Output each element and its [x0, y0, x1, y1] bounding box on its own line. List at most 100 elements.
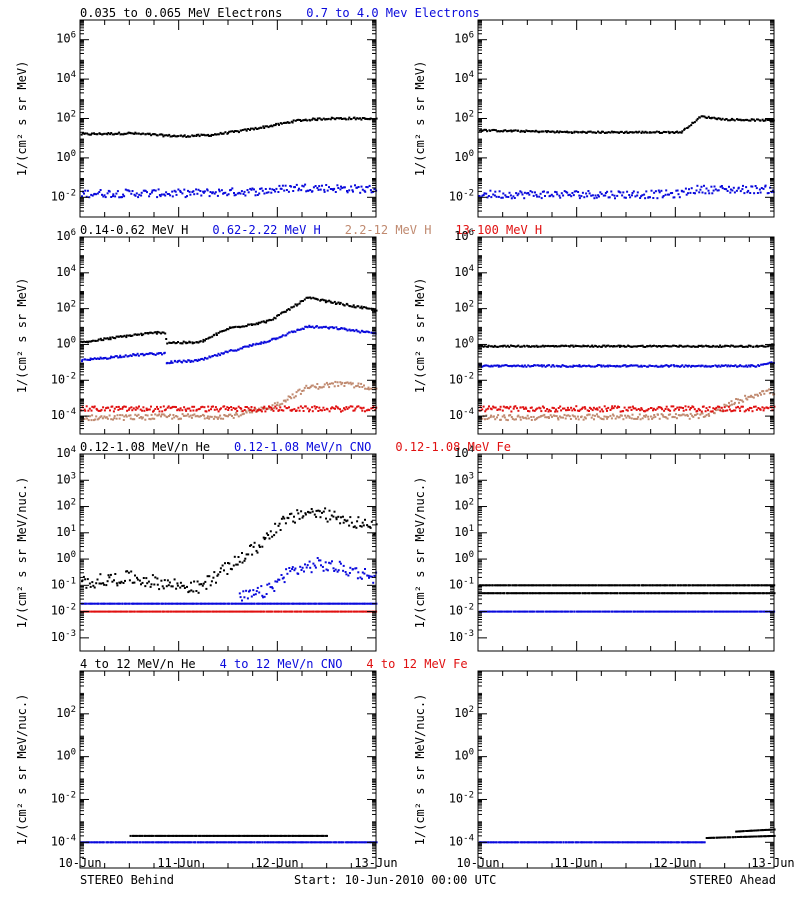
- data-point: [704, 192, 707, 195]
- data-point: [341, 610, 344, 613]
- data-point: [134, 574, 136, 577]
- data-point: [331, 406, 334, 409]
- data-point: [224, 191, 227, 194]
- data-point: [148, 132, 151, 135]
- data-point: [333, 602, 336, 605]
- data-point: [525, 610, 528, 613]
- data-point: [762, 592, 765, 595]
- data-point: [92, 358, 95, 361]
- data-point: [660, 189, 663, 192]
- data-point: [105, 132, 108, 135]
- data-point: [539, 407, 542, 410]
- data-point: [183, 587, 186, 589]
- data-point: [578, 345, 581, 348]
- data-point: [735, 398, 738, 400]
- data-point: [241, 129, 244, 131]
- data-point: [527, 364, 530, 367]
- data-point: [580, 415, 583, 418]
- data-point: [723, 406, 726, 409]
- data-point: [710, 185, 713, 188]
- data-point: [249, 187, 252, 190]
- data-point: [731, 409, 734, 412]
- data-point: [573, 415, 576, 418]
- data-point: [540, 410, 543, 413]
- data-point: [692, 192, 695, 194]
- data-point: [655, 130, 658, 133]
- data-point: [559, 592, 562, 595]
- data-point: [318, 326, 321, 329]
- data-point: [308, 610, 310, 613]
- data-point: [738, 345, 741, 348]
- data-point: [134, 131, 137, 134]
- data-point: [700, 592, 703, 595]
- legend-entry: 0.14-0.62 MeV H: [80, 223, 188, 237]
- data-point: [287, 517, 290, 520]
- data-point: [540, 345, 543, 348]
- data-point: [485, 408, 488, 411]
- data-point: [539, 592, 542, 595]
- data-point: [215, 416, 218, 419]
- data-point: [169, 361, 172, 364]
- data-point: [176, 584, 179, 587]
- data-point: [89, 340, 92, 343]
- data-point: [506, 419, 509, 422]
- data-point: [609, 592, 612, 595]
- data-point: [173, 134, 176, 137]
- data-point: [114, 355, 117, 358]
- data-point: [580, 195, 583, 198]
- data-point: [289, 570, 292, 573]
- data-point: [130, 610, 132, 613]
- data-point: [175, 610, 178, 613]
- data-point: [273, 189, 275, 191]
- y-tick-exponent: 2: [71, 498, 76, 508]
- data-point: [291, 121, 294, 124]
- data-point: [176, 582, 179, 585]
- data-point: [345, 602, 348, 605]
- data-point: [104, 196, 107, 199]
- data-point: [98, 582, 101, 585]
- data-point: [509, 584, 512, 587]
- data-point: [128, 407, 131, 410]
- data-point: [144, 133, 147, 136]
- data-point: [162, 413, 165, 416]
- data-point: [708, 414, 711, 417]
- data-point: [763, 407, 766, 410]
- data-point: [246, 189, 249, 191]
- data-point: [354, 184, 356, 187]
- data-point: [302, 300, 304, 302]
- data-point: [159, 195, 162, 198]
- data-point: [577, 131, 580, 134]
- data-point: [234, 193, 237, 196]
- data-point: [324, 325, 327, 328]
- data-point: [478, 345, 481, 348]
- data-point: [111, 133, 114, 136]
- data-point: [487, 345, 489, 348]
- data-point: [224, 610, 227, 613]
- data-point: [727, 119, 730, 122]
- data-point: [280, 409, 283, 412]
- data-point: [370, 407, 373, 410]
- data-point: [626, 584, 629, 587]
- data-point: [166, 406, 169, 409]
- data-point: [121, 196, 123, 199]
- data-point: [353, 330, 356, 333]
- data-point: [345, 406, 348, 409]
- data-point: [271, 404, 274, 407]
- data-point: [734, 584, 737, 587]
- data-point: [733, 119, 736, 122]
- data-point: [239, 414, 242, 417]
- data-point: [171, 190, 174, 193]
- data-point: [584, 345, 587, 348]
- data-point: [768, 388, 771, 391]
- data-point: [223, 329, 226, 332]
- data-point: [742, 365, 745, 368]
- data-point: [756, 345, 759, 348]
- data-point: [353, 525, 356, 528]
- data-point: [537, 345, 540, 348]
- data-point: [197, 188, 200, 191]
- data-point: [496, 345, 499, 348]
- data-point: [734, 364, 737, 367]
- data-point: [256, 551, 259, 554]
- data-point: [638, 130, 641, 133]
